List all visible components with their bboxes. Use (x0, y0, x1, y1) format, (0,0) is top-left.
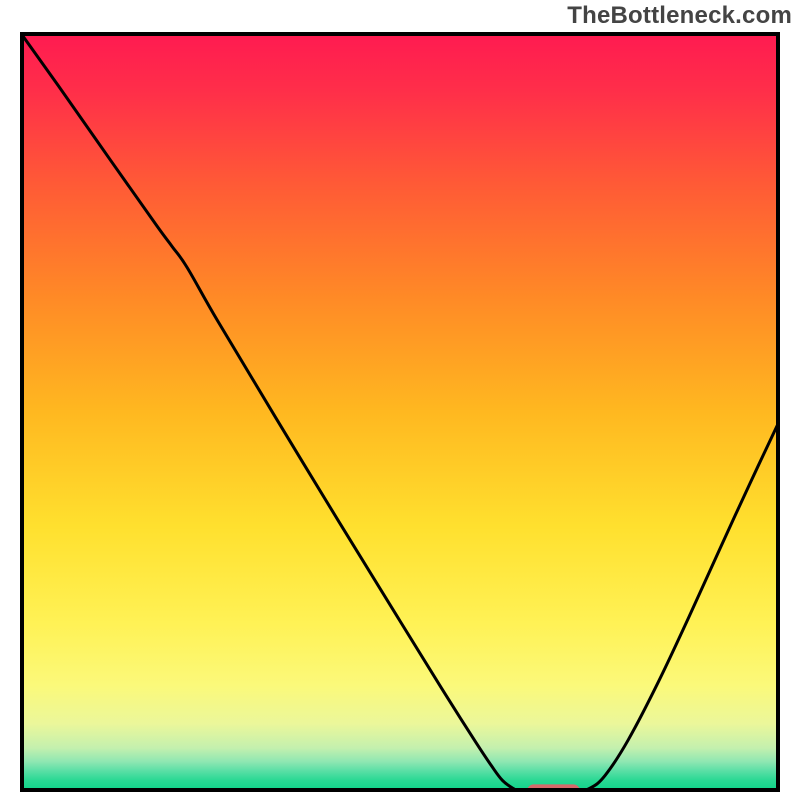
watermark-text: TheBottleneck.com (567, 2, 792, 30)
chart-frame: TheBottleneck.com (0, 0, 800, 800)
plot-area (20, 32, 780, 792)
plot-svg (20, 32, 780, 792)
gradient-background (20, 32, 780, 792)
